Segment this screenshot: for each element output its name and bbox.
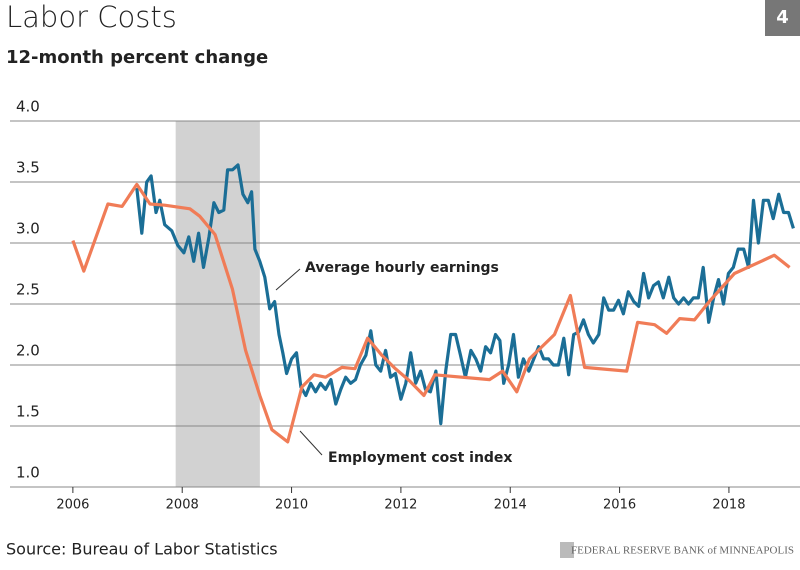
series-line [71,182,791,444]
annotation-pointer [299,430,323,456]
logo [560,542,574,558]
y-tick-label: 2.5 [16,281,40,299]
x-tick-label: 2014 [494,498,527,513]
x-tick-label: 2008 [166,498,199,513]
chart-title: Labor Costs [6,0,177,34]
page-number-box [765,0,800,36]
source: Source: Bureau of Labor Statistics [6,540,278,559]
y-tick-label: 2.0 [16,342,40,360]
y-tick-label: 1.5 [16,403,40,421]
x-tick-label: 2010 [275,498,308,513]
series-label: Employment cost index [328,450,512,466]
y-tick-label: 4.0 [16,98,40,116]
y-tick-label: 1.0 [16,464,40,482]
x-tick-label: 2006 [56,498,89,513]
footer: FEDERAL RESERVE BANK of MINNEAPOLIS [571,545,794,557]
x-tick-label: 2016 [603,498,636,513]
y-tick-label: 3.0 [16,220,40,238]
x-tick-label: 2012 [384,498,417,513]
page-number: 4 [776,7,789,28]
y-tick-label: 3.5 [16,159,40,177]
series-line [135,163,795,426]
x-tick-label: 2018 [712,498,745,513]
annotation-pointer [275,268,301,291]
series-label: Average hourly earnings [305,260,499,276]
chart-subtitle: 12-month percent change [6,47,268,68]
